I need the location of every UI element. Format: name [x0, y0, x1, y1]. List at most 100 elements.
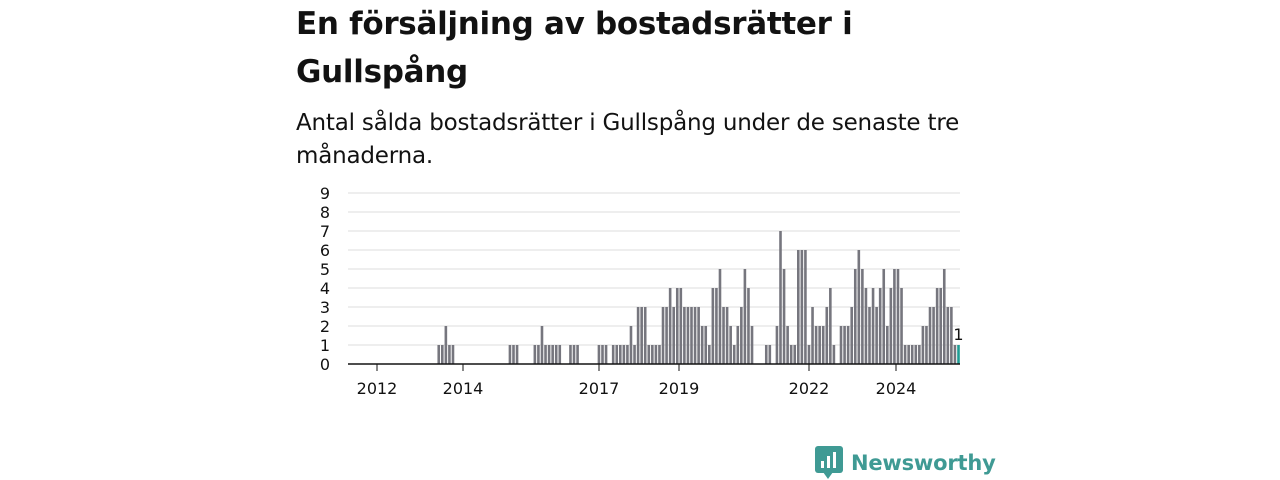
bar	[444, 326, 448, 364]
bar	[846, 326, 850, 364]
bar	[857, 250, 861, 364]
bar	[690, 307, 693, 364]
bar	[921, 326, 925, 364]
chart-title: En försäljning av bostadsrätter i Gullsp…	[296, 6, 853, 90]
bar	[893, 269, 896, 364]
bar	[747, 288, 750, 364]
x-tick-label: 2024	[876, 379, 917, 398]
bar	[672, 307, 675, 364]
bar	[640, 307, 643, 364]
bar	[861, 269, 864, 364]
bar	[925, 326, 928, 364]
y-tick-label: 8	[320, 203, 330, 222]
x-tick-label: 2019	[659, 379, 700, 398]
bar	[864, 288, 868, 364]
bar	[437, 345, 441, 364]
bar	[939, 288, 942, 364]
y-tick-label: 4	[320, 279, 330, 298]
bar	[554, 345, 558, 364]
bar	[818, 326, 821, 364]
bar-chart-badge-icon	[815, 446, 843, 479]
y-tick-label: 9	[320, 184, 330, 203]
bar	[572, 345, 576, 364]
bar	[704, 326, 708, 364]
bar	[451, 345, 455, 364]
bar	[512, 345, 515, 364]
y-tick-label: 2	[320, 317, 330, 336]
bar	[750, 326, 754, 364]
bar	[697, 307, 700, 364]
bar	[946, 307, 950, 364]
bar	[804, 250, 807, 364]
bar	[928, 307, 932, 364]
bar	[537, 345, 540, 364]
bar	[811, 307, 814, 364]
brand-name: Newsworthy	[851, 451, 996, 475]
y-tick-label: 6	[320, 241, 330, 260]
bar	[700, 326, 704, 364]
bar	[611, 345, 615, 364]
bar	[665, 307, 668, 364]
bar	[918, 345, 921, 364]
bar	[622, 345, 626, 364]
bar	[853, 269, 857, 364]
bar	[658, 345, 661, 364]
bar	[878, 288, 882, 364]
brand-logo[interactable]: Newsworthy	[815, 446, 996, 480]
bar	[636, 307, 640, 364]
bar	[889, 288, 893, 364]
bar	[736, 326, 740, 364]
bar	[675, 288, 679, 364]
bar	[875, 307, 878, 364]
bar	[903, 345, 907, 364]
bar	[825, 307, 829, 364]
bar	[821, 326, 825, 364]
x-tick-label: 2022	[789, 379, 830, 398]
bar	[647, 345, 651, 364]
bar	[764, 345, 768, 364]
bar	[725, 307, 729, 364]
bar	[914, 345, 918, 364]
bar	[540, 326, 544, 364]
bar	[615, 345, 619, 364]
y-tick-label: 3	[320, 298, 330, 317]
bar	[850, 307, 853, 364]
bar	[551, 345, 554, 364]
bar	[786, 326, 789, 364]
bar	[576, 345, 579, 364]
bar	[558, 345, 562, 364]
bar	[900, 288, 903, 364]
bar	[740, 307, 743, 364]
bar	[508, 345, 512, 364]
y-tick-label: 0	[320, 355, 330, 374]
bar	[626, 345, 629, 364]
bar	[775, 326, 779, 364]
bar	[886, 326, 889, 364]
bar	[597, 345, 601, 364]
bar	[732, 345, 736, 364]
x-tick-label: 2014	[443, 379, 484, 398]
bar	[882, 269, 886, 364]
bar	[779, 231, 782, 364]
bar	[953, 345, 957, 364]
bar	[942, 269, 946, 364]
bar	[683, 307, 686, 364]
y-tick-label: 7	[320, 222, 330, 241]
bar	[715, 288, 718, 364]
bar	[668, 288, 672, 364]
bar	[797, 250, 800, 364]
bar	[441, 345, 444, 364]
y-tick-label: 1	[320, 336, 330, 355]
bar	[839, 326, 843, 364]
x-tick-label: 2017	[579, 379, 620, 398]
chart-subtitle: Antal sålda bostadsrätter i Gullspång un…	[296, 110, 960, 169]
bar	[679, 288, 683, 364]
bar	[711, 288, 715, 364]
bar	[814, 326, 818, 364]
bar	[768, 345, 772, 364]
bar	[448, 345, 451, 364]
bar	[800, 250, 804, 364]
bar	[569, 345, 572, 364]
bar	[708, 345, 711, 364]
bar	[871, 288, 875, 364]
